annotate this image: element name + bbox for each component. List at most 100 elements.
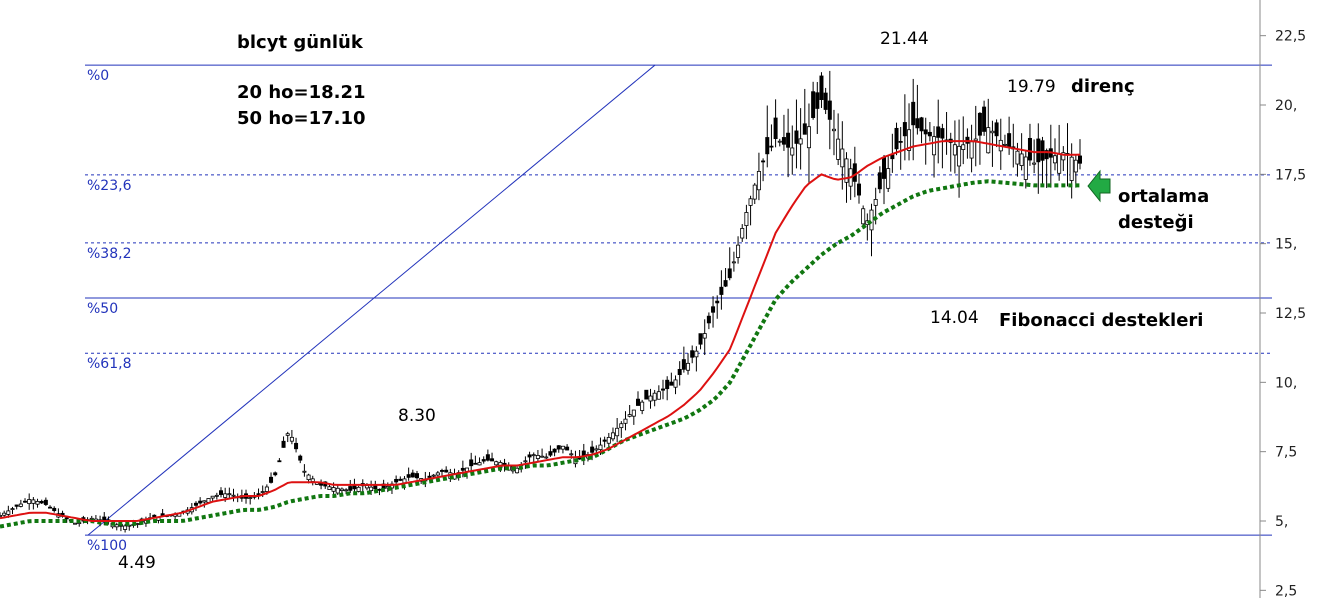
- candle-body: [1027, 137, 1032, 161]
- candle-body: [1002, 143, 1007, 146]
- candle-body: [469, 459, 474, 467]
- support-arrow-icon: [1087, 169, 1111, 203]
- candle-body: [923, 129, 928, 135]
- candle-body: [1057, 153, 1062, 174]
- candle-body: [590, 446, 595, 453]
- candle-body: [773, 117, 778, 140]
- ma50-label: 50 ho=17.10: [237, 108, 366, 129]
- candle-body: [135, 523, 140, 525]
- candle-body: [882, 157, 887, 179]
- candle-body: [677, 368, 682, 376]
- candle-body: [781, 137, 786, 145]
- y-tick-label: 12,5: [1275, 306, 1306, 322]
- candle-body: [894, 127, 899, 150]
- candle-body: [598, 444, 603, 450]
- candle-body: [952, 144, 957, 156]
- candle-body: [535, 455, 540, 459]
- candle-body: [602, 439, 607, 442]
- candle-body: [1044, 150, 1049, 160]
- candle-body: [114, 524, 119, 528]
- candle-body: [715, 300, 720, 304]
- candle-body: [377, 488, 382, 491]
- fib-level-label: %38,2: [87, 246, 131, 262]
- candle-body: [936, 126, 941, 138]
- candle-body: [1069, 156, 1074, 181]
- candle-body: [202, 500, 207, 503]
- candle-body: [977, 112, 982, 136]
- ma-support-label-1: ortalama: [1118, 186, 1209, 207]
- ma50-line: [0, 179, 1080, 529]
- candle-body: [690, 350, 695, 358]
- candle-body: [594, 448, 599, 451]
- y-tick-label: 22,5: [1275, 29, 1306, 45]
- candle-body: [673, 379, 678, 388]
- candle-body: [798, 138, 803, 145]
- candle-body: [473, 462, 478, 465]
- candle-body: [431, 474, 436, 477]
- candle-body: [648, 395, 653, 402]
- candle-body: [777, 140, 782, 143]
- candle-body: [435, 472, 440, 476]
- candle-body: [2, 512, 7, 516]
- candle-body: [556, 445, 561, 450]
- candle-body: [731, 261, 736, 264]
- fibonacci-levels: %0 %23,6 %38,2 %50 %61,8 %100: [85, 64, 1272, 554]
- candle-body: [285, 433, 290, 436]
- candle-body: [43, 499, 48, 505]
- candle-body: [836, 138, 841, 160]
- candle-body: [765, 137, 770, 155]
- candle-body: [911, 101, 916, 126]
- resistance-value-label: 19.79: [1007, 77, 1056, 97]
- candle-body: [1036, 138, 1041, 163]
- candle-body: [669, 381, 674, 386]
- candle-body: [769, 145, 774, 148]
- candle-body: [227, 493, 232, 496]
- candle-body: [1032, 162, 1037, 165]
- candle-body: [811, 91, 816, 118]
- candle-body: [294, 442, 299, 450]
- candle-body: [364, 485, 369, 489]
- candle-body: [990, 130, 995, 134]
- candle-body: [1073, 159, 1078, 173]
- candle-body: [957, 145, 962, 167]
- y-tick-label: 20,: [1275, 98, 1297, 114]
- candle-body: [907, 129, 912, 151]
- fib-level-label: %0: [87, 68, 109, 84]
- bottom-label: 4.49: [118, 553, 156, 573]
- fib-level-label: %100: [87, 538, 127, 554]
- candle-body: [661, 388, 666, 391]
- candle-body: [919, 117, 924, 132]
- candle-body: [344, 489, 349, 492]
- candle-body: [565, 446, 570, 451]
- y-tick-label: 5,: [1275, 514, 1288, 530]
- candle-body: [331, 487, 336, 492]
- candle-body: [631, 409, 636, 417]
- candle-body: [1061, 152, 1066, 161]
- candle-body: [806, 126, 811, 149]
- candle-body: [414, 473, 419, 479]
- candle-body: [273, 472, 278, 476]
- candle-body: [869, 209, 874, 231]
- fib-level-label: %23,6: [87, 178, 132, 194]
- candle-body: [973, 138, 978, 141]
- candle-body: [623, 418, 628, 424]
- candle-body: [339, 488, 344, 491]
- candle-body: [219, 490, 224, 495]
- candle-body: [223, 493, 228, 498]
- candle-body: [640, 401, 645, 411]
- candle-body: [502, 462, 507, 465]
- y-tick-label: 15,: [1275, 237, 1297, 253]
- candle-body: [27, 499, 32, 505]
- candle-body: [886, 168, 891, 189]
- candle-body: [840, 148, 845, 168]
- candle-body: [698, 333, 703, 345]
- candle-body: [969, 141, 974, 159]
- candle-body: [14, 504, 19, 507]
- fib-level-label: %61,8: [87, 356, 131, 372]
- candle-body: [610, 432, 615, 440]
- candle-body: [606, 437, 611, 444]
- candle-body: [852, 163, 857, 182]
- candle-body: [827, 100, 832, 120]
- ma20-label: 20 ho=18.21: [237, 82, 366, 103]
